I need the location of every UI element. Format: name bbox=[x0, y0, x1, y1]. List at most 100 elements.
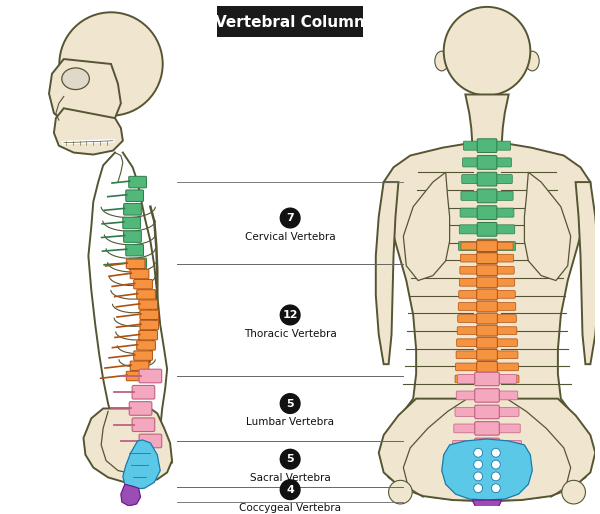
FancyBboxPatch shape bbox=[496, 339, 517, 346]
FancyBboxPatch shape bbox=[455, 363, 479, 371]
Circle shape bbox=[280, 449, 300, 469]
FancyBboxPatch shape bbox=[134, 351, 152, 360]
Text: 12: 12 bbox=[283, 310, 298, 320]
FancyBboxPatch shape bbox=[139, 331, 158, 340]
FancyBboxPatch shape bbox=[461, 191, 479, 200]
FancyBboxPatch shape bbox=[452, 440, 477, 449]
FancyBboxPatch shape bbox=[496, 351, 518, 359]
Polygon shape bbox=[123, 440, 160, 489]
Circle shape bbox=[280, 480, 300, 500]
Polygon shape bbox=[49, 59, 121, 131]
FancyBboxPatch shape bbox=[477, 156, 497, 169]
FancyBboxPatch shape bbox=[495, 242, 515, 251]
FancyBboxPatch shape bbox=[129, 258, 146, 269]
Text: 7: 7 bbox=[286, 213, 294, 223]
FancyBboxPatch shape bbox=[456, 391, 477, 400]
FancyBboxPatch shape bbox=[477, 239, 497, 253]
Circle shape bbox=[280, 305, 300, 325]
Circle shape bbox=[474, 472, 482, 481]
Text: Vertebral Column: Vertebral Column bbox=[215, 15, 365, 30]
Text: Sacral Vertebra: Sacral Vertebra bbox=[250, 473, 331, 483]
FancyBboxPatch shape bbox=[476, 374, 497, 384]
Circle shape bbox=[491, 484, 500, 492]
FancyBboxPatch shape bbox=[475, 405, 499, 419]
Circle shape bbox=[389, 481, 412, 504]
FancyBboxPatch shape bbox=[460, 279, 479, 286]
FancyBboxPatch shape bbox=[139, 369, 162, 383]
FancyBboxPatch shape bbox=[497, 375, 517, 383]
Text: Thoracic Vertebra: Thoracic Vertebra bbox=[244, 329, 337, 339]
Text: Lumbar Vertebra: Lumbar Vertebra bbox=[246, 417, 334, 427]
Polygon shape bbox=[524, 172, 571, 281]
FancyBboxPatch shape bbox=[496, 254, 514, 262]
FancyBboxPatch shape bbox=[495, 225, 515, 234]
Text: 4: 4 bbox=[286, 485, 294, 494]
FancyBboxPatch shape bbox=[477, 223, 497, 236]
FancyBboxPatch shape bbox=[126, 190, 143, 201]
FancyBboxPatch shape bbox=[476, 253, 497, 264]
Circle shape bbox=[562, 481, 586, 504]
FancyBboxPatch shape bbox=[458, 303, 479, 310]
FancyBboxPatch shape bbox=[129, 401, 152, 415]
FancyBboxPatch shape bbox=[477, 189, 497, 203]
FancyBboxPatch shape bbox=[459, 225, 479, 234]
FancyBboxPatch shape bbox=[126, 244, 143, 256]
Polygon shape bbox=[83, 409, 172, 482]
FancyBboxPatch shape bbox=[130, 361, 149, 371]
FancyBboxPatch shape bbox=[457, 339, 479, 346]
FancyBboxPatch shape bbox=[462, 175, 479, 183]
FancyBboxPatch shape bbox=[476, 337, 497, 348]
FancyBboxPatch shape bbox=[476, 313, 497, 324]
Polygon shape bbox=[121, 484, 140, 506]
FancyBboxPatch shape bbox=[124, 204, 142, 215]
FancyBboxPatch shape bbox=[137, 341, 155, 350]
FancyBboxPatch shape bbox=[496, 242, 513, 250]
Text: 5: 5 bbox=[286, 454, 294, 464]
Polygon shape bbox=[472, 500, 502, 514]
FancyBboxPatch shape bbox=[476, 277, 497, 288]
Ellipse shape bbox=[59, 12, 163, 116]
FancyBboxPatch shape bbox=[496, 315, 517, 322]
FancyBboxPatch shape bbox=[140, 320, 158, 329]
Text: 5: 5 bbox=[286, 398, 294, 409]
Circle shape bbox=[491, 472, 500, 481]
FancyBboxPatch shape bbox=[461, 242, 479, 250]
FancyBboxPatch shape bbox=[123, 217, 140, 229]
FancyBboxPatch shape bbox=[476, 265, 497, 276]
FancyBboxPatch shape bbox=[475, 389, 499, 402]
Ellipse shape bbox=[435, 51, 449, 71]
Circle shape bbox=[280, 208, 300, 228]
FancyBboxPatch shape bbox=[496, 279, 515, 286]
FancyBboxPatch shape bbox=[496, 375, 519, 383]
FancyBboxPatch shape bbox=[476, 361, 497, 372]
FancyBboxPatch shape bbox=[463, 141, 479, 150]
FancyBboxPatch shape bbox=[460, 266, 479, 274]
Circle shape bbox=[491, 448, 500, 457]
Polygon shape bbox=[376, 182, 398, 364]
FancyBboxPatch shape bbox=[477, 172, 497, 186]
Circle shape bbox=[491, 460, 500, 469]
FancyBboxPatch shape bbox=[475, 372, 499, 386]
FancyBboxPatch shape bbox=[497, 408, 519, 416]
FancyBboxPatch shape bbox=[140, 310, 158, 320]
Polygon shape bbox=[381, 143, 593, 501]
FancyBboxPatch shape bbox=[495, 141, 511, 150]
Circle shape bbox=[474, 448, 482, 457]
FancyBboxPatch shape bbox=[476, 350, 497, 360]
FancyBboxPatch shape bbox=[476, 325, 497, 336]
FancyBboxPatch shape bbox=[137, 290, 155, 299]
FancyBboxPatch shape bbox=[455, 408, 477, 416]
FancyBboxPatch shape bbox=[495, 208, 514, 217]
Circle shape bbox=[474, 484, 482, 492]
Polygon shape bbox=[575, 182, 598, 364]
FancyBboxPatch shape bbox=[459, 290, 479, 298]
FancyBboxPatch shape bbox=[139, 434, 162, 448]
FancyBboxPatch shape bbox=[496, 303, 516, 310]
Polygon shape bbox=[403, 172, 449, 281]
FancyBboxPatch shape bbox=[495, 191, 513, 200]
FancyBboxPatch shape bbox=[457, 375, 477, 383]
FancyBboxPatch shape bbox=[477, 139, 497, 153]
FancyBboxPatch shape bbox=[496, 290, 515, 298]
FancyBboxPatch shape bbox=[497, 440, 521, 449]
FancyBboxPatch shape bbox=[126, 371, 145, 381]
